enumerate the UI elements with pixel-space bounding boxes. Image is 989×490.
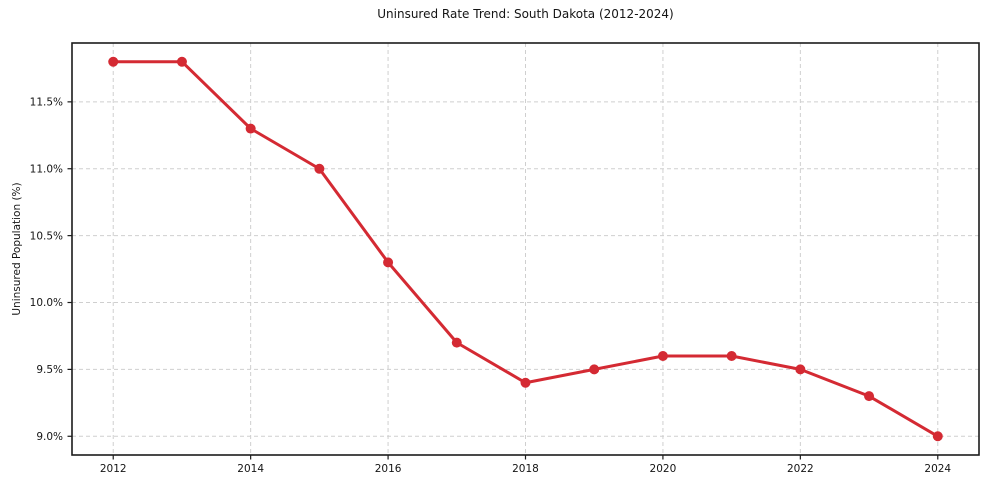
data-point-2018 [520,377,531,388]
y-tick-label: 10.0% [30,297,63,309]
data-point-2021 [726,351,737,362]
data-point-2024 [932,431,943,442]
data-point-2019 [589,364,600,375]
x-tick-label: 2012 [100,463,127,475]
y-axis-label: Uninsured Population (%) [11,182,23,316]
x-tick-label: 2020 [650,463,677,475]
data-point-2015 [314,163,325,174]
data-point-2014 [245,123,256,134]
data-point-2013 [176,56,187,67]
data-point-2012 [108,56,119,67]
data-point-2023 [864,391,875,402]
plot-border [71,42,980,456]
chart-title: Uninsured Rate Trend: South Dakota (2012… [377,7,674,21]
y-tick-label: 11.0% [30,163,63,175]
x-tick-label: 2022 [787,463,814,475]
y-tick-label: 11.5% [30,97,63,109]
x-tick-label: 2014 [237,463,264,475]
y-tick-label: 9.0% [36,431,63,443]
data-point-2022 [795,364,806,375]
x-tick-label: 2016 [375,463,402,475]
x-tick-label: 2018 [512,463,539,475]
y-tick-label: 10.5% [30,230,63,242]
x-tick-label: 2024 [924,463,951,475]
data-point-2020 [657,351,668,362]
y-tick-label: 9.5% [36,364,63,376]
data-point-2016 [383,257,394,268]
data-point-2017 [451,337,462,348]
